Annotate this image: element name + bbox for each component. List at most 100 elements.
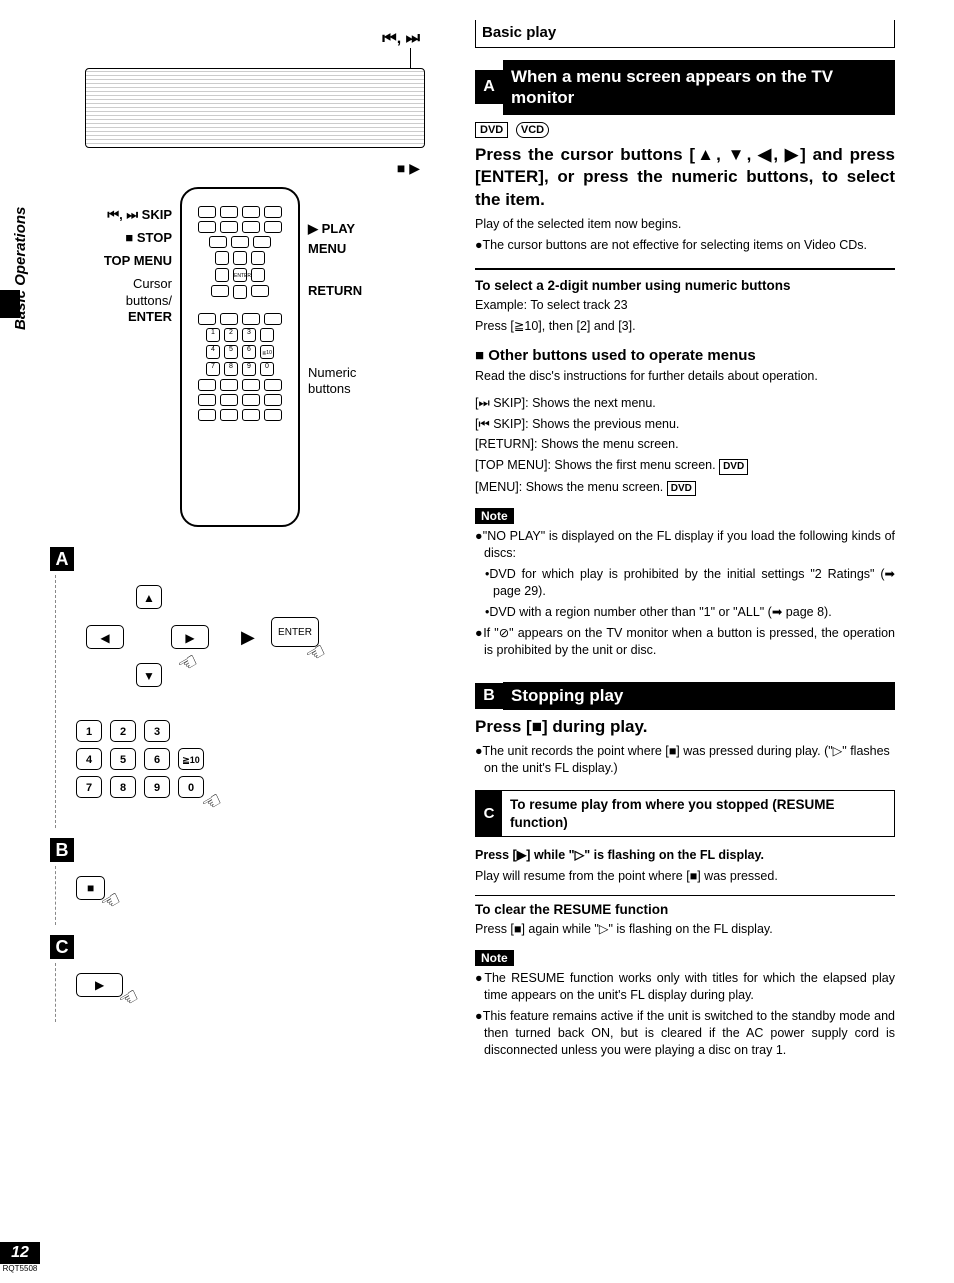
divider xyxy=(475,895,895,896)
dvd-badge: DVD xyxy=(719,459,748,475)
bullet-text: ●The unit records the point where [■] wa… xyxy=(475,743,895,777)
menu-item: [MENU]: Shows the menu screen. DVD xyxy=(475,479,895,497)
label-enter: ENTER xyxy=(50,309,172,326)
label-numeric: Numeric xyxy=(308,365,356,382)
num-key: 1 xyxy=(76,720,102,742)
diagram-a: A ▲ ◀ ▶ ▼ ▶ ENTER ☜ ☜ 1 2 3 xyxy=(50,547,460,828)
instruction-b: Press [■] during play. xyxy=(475,716,895,739)
section-c-box: C To resume play from where you stopped … xyxy=(475,790,895,837)
left-column: ⏮, ⏭ ■ ▶ ⏮, ⏭ SKIP ■ STOP TOP MENU Curso… xyxy=(0,0,470,1283)
hand-icon: ☜ xyxy=(173,647,203,679)
unit-stop-play-icons: ■ ▶ xyxy=(50,158,460,177)
page-number-block: 12 RQT5508 xyxy=(0,1242,40,1273)
num-key: 9 xyxy=(144,776,170,798)
diagram-b: B ■ ☜ xyxy=(50,838,460,925)
dvd-unit-diagram xyxy=(85,68,425,148)
label-play: ▶ PLAY xyxy=(308,221,355,238)
sub-heading: To clear the RESUME function xyxy=(475,902,895,917)
stop-icon: ■ xyxy=(87,881,94,895)
remote-diagram-area: ⏮, ⏭ SKIP ■ STOP TOP MENU Cursor buttons… xyxy=(50,187,460,527)
num-key: 6 xyxy=(144,748,170,770)
menu-item: [⏮ SKIP]: Shows the previous menu. xyxy=(475,416,895,433)
key-up: ▲ xyxy=(136,585,162,609)
cursor-pad-diagram: ▲ ◀ ▶ ▼ ▶ ENTER ☜ ☜ xyxy=(76,585,336,705)
note-bullet: ●The RESUME function works only with tit… xyxy=(475,970,895,1004)
callout-line xyxy=(410,48,411,68)
menu-items-list: [⏭ SKIP]: Shows the next menu. [⏮ SKIP]:… xyxy=(475,395,895,497)
label-cursor: Cursor xyxy=(50,276,172,293)
play-button-diagram: ▶ ☜ xyxy=(76,973,123,997)
stop-button-diagram: ■ ☜ xyxy=(76,876,105,900)
label-skip: ⏮, ⏭ SKIP xyxy=(50,207,172,224)
note-sub-bullet: •DVD with a region number other than "1"… xyxy=(475,604,895,621)
note-label: Note xyxy=(475,508,514,524)
key-right: ▶ xyxy=(171,625,209,649)
num-key: ≧10 xyxy=(178,748,204,770)
remote-labels-left: ⏮, ⏭ SKIP ■ STOP TOP MENU Cursor buttons… xyxy=(50,187,180,527)
note-bullet: ●"NO PLAY" is displayed on the FL displa… xyxy=(475,528,895,562)
note-sub-bullet: •DVD for which play is prohibited by the… xyxy=(475,566,895,600)
num-key: 8 xyxy=(110,776,136,798)
label-topmenu: TOP MENU xyxy=(50,253,172,270)
label-return: RETURN xyxy=(308,283,362,300)
sub-heading: To select a 2-digit number using numeric… xyxy=(475,278,895,293)
menu-item: [TOP MENU]: Shows the first menu screen.… xyxy=(475,457,895,475)
text-line: Press [■] again while "▷" is flashing on… xyxy=(475,921,895,938)
num-key: 5 xyxy=(110,748,136,770)
hand-icon: ☜ xyxy=(95,885,125,917)
num-key: 7 xyxy=(76,776,102,798)
top-header: Basic play xyxy=(475,20,895,48)
letter-c: C xyxy=(50,935,74,959)
section-b-header: B Stopping play xyxy=(475,682,895,709)
doc-code: RQT5508 xyxy=(0,1264,40,1273)
letter-b: B xyxy=(50,838,74,862)
remote-labels-right: ▶ PLAY MENU RETURN Numeric buttons xyxy=(300,187,410,527)
play-icon: ▶ xyxy=(95,978,104,992)
bullet-text: ●The cursor buttons are not effective fo… xyxy=(475,237,895,254)
text-line: Read the disc's instructions for further… xyxy=(475,368,895,385)
section-title: Stopping play xyxy=(503,682,895,709)
note-block: Note xyxy=(475,508,895,524)
dvd-badge: DVD xyxy=(667,481,696,497)
unit-skip-icons: ⏮, ⏭ xyxy=(50,30,460,48)
note-block: Note xyxy=(475,950,895,966)
basic-play-title: Basic play xyxy=(482,24,556,41)
label-buttons: buttons/ xyxy=(50,293,172,310)
num-key: 2 xyxy=(110,720,136,742)
note-label: Note xyxy=(475,950,514,966)
text-line-bold: Press [▶] while "▷" is flashing on the F… xyxy=(475,847,895,864)
remote-control-diagram: ENTER 123 456≧10 7890 xyxy=(180,187,300,527)
dvd-badge: DVD xyxy=(475,122,508,138)
divider xyxy=(475,268,895,270)
instruction-a: Press the cursor buttons [▲, ▼, ◀, ▶] an… xyxy=(475,144,895,213)
section-c-title: To resume play from where you stopped (R… xyxy=(502,791,894,836)
num-key: 3 xyxy=(144,720,170,742)
text-line: Play will resume from the point where [■… xyxy=(475,868,895,885)
label-stop: ■ STOP xyxy=(50,230,172,247)
menu-item: [⏭ SKIP]: Shows the next menu. xyxy=(475,395,895,412)
play-arrow-icon: ▶ xyxy=(241,627,255,648)
text-line: Play of the selected item now begins. xyxy=(475,216,895,233)
key-down: ▼ xyxy=(136,663,162,687)
section-title: When a menu screen appears on the TV mon… xyxy=(503,60,895,115)
page-container: ⏮, ⏭ ■ ▶ ⏮, ⏭ SKIP ■ STOP TOP MENU Curso… xyxy=(0,0,954,1283)
section-letter: C xyxy=(476,791,502,836)
label-menu: MENU xyxy=(308,241,346,258)
number-pad-diagram: 1 2 3 4 5 6 ≧10 7 8 9 0 xyxy=(76,720,450,812)
num-key: 4 xyxy=(76,748,102,770)
text-line: Press [≧10], then [2] and [3]. xyxy=(475,318,895,335)
menu-item: [RETURN]: Shows the menu screen. xyxy=(475,436,895,453)
section-a-header: A When a menu screen appears on the TV m… xyxy=(475,60,895,115)
sub-heading: ■ Other buttons used to operate menus xyxy=(475,347,895,364)
right-column: Basic play A When a menu screen appears … xyxy=(470,0,920,1283)
hand-icon: ☜ xyxy=(113,982,143,1014)
note-bullet: ●This feature remains active if the unit… xyxy=(475,1008,895,1059)
vcd-badge: VCD xyxy=(516,122,549,138)
label-numeric2: buttons xyxy=(308,381,351,398)
letter-a: A xyxy=(50,547,74,571)
note-bullet: ●If "⊘" appears on the TV monitor when a… xyxy=(475,625,895,659)
text-line: Example: To select track 23 xyxy=(475,297,895,314)
section-letter: A xyxy=(475,70,503,104)
key-left: ◀ xyxy=(86,625,124,649)
section-letter: B xyxy=(475,683,503,709)
